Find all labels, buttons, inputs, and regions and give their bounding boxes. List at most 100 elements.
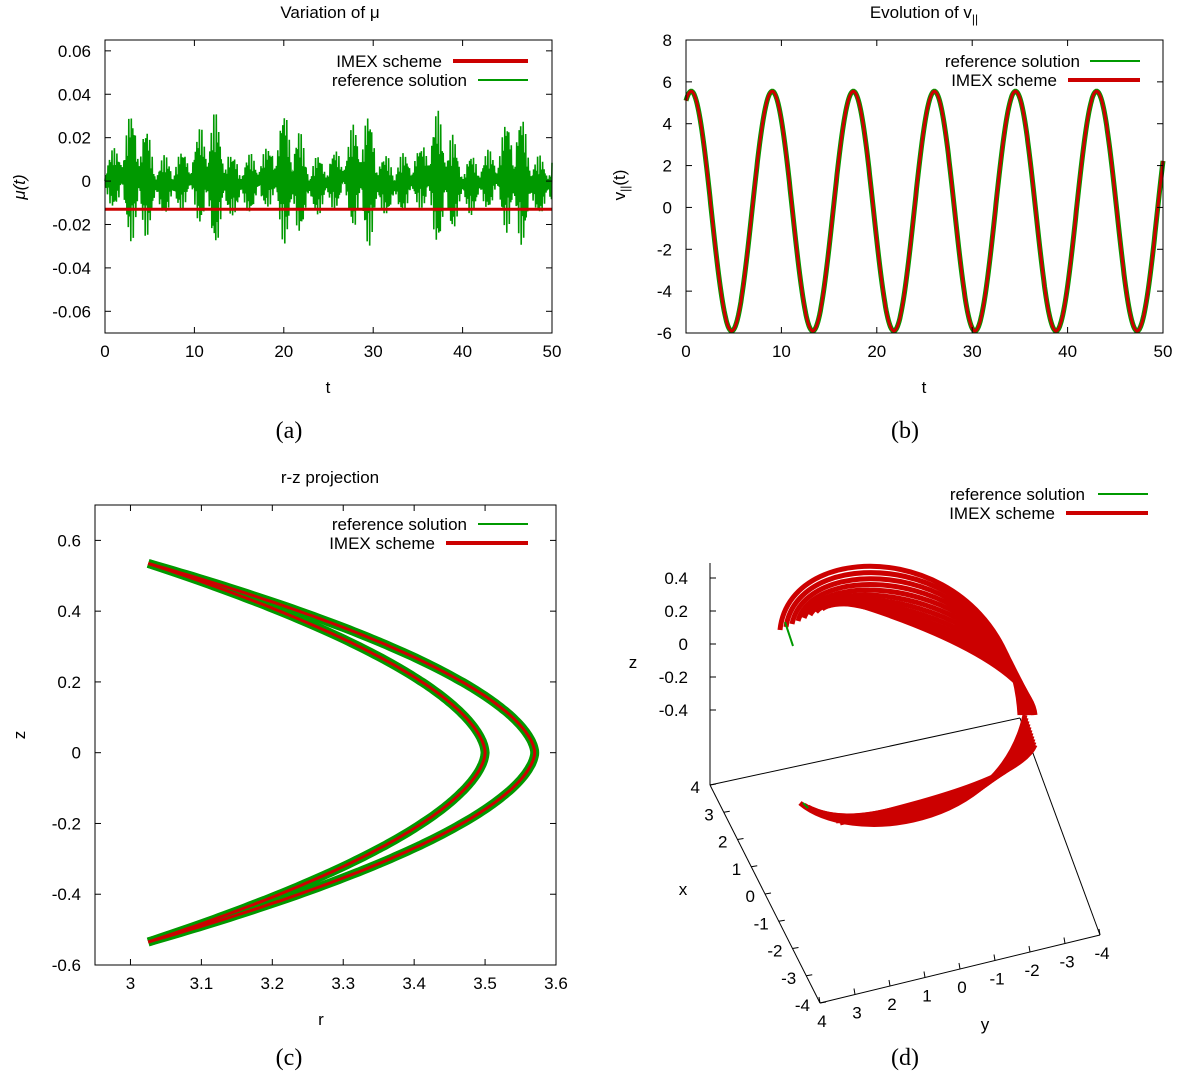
panel-b-xtick-label: 0 xyxy=(681,342,690,361)
panel-c-ytick-label: 0 xyxy=(72,744,81,763)
panel-b-ylabel: v||(t) xyxy=(610,170,632,201)
panel-d-ytick-mark xyxy=(958,962,961,970)
panel-d-xtick-mark xyxy=(819,1001,827,1004)
panel-d-xtick-mark xyxy=(778,919,785,922)
panel-a-ytick-label: -0.02 xyxy=(52,215,91,234)
panel-d-series-reference-start xyxy=(784,621,794,647)
panel-b-xlabel: t xyxy=(922,378,927,397)
panel-c-ytick-label: -0.6 xyxy=(52,956,81,975)
panel-a-xtick-label: 50 xyxy=(543,342,562,361)
panel-d-back-edge-right xyxy=(1019,717,1101,936)
panel-c-ylabel: z xyxy=(10,731,29,740)
panel-b-ytick-label: 4 xyxy=(663,115,672,134)
panel-c-frame xyxy=(94,504,557,966)
panel-a-series-reference xyxy=(104,110,553,246)
panel-d-ytick-label: 4 xyxy=(817,1012,826,1031)
panel-d-xtick-label: 4 xyxy=(691,778,700,797)
panel-b-title: Evolution of v|| xyxy=(870,3,978,26)
panel-b-ytick-label: -6 xyxy=(657,324,672,343)
panel-a-xlabel: t xyxy=(326,378,331,397)
panel-b-ylabel-main: v xyxy=(610,191,629,200)
panel-d-xlabel: x xyxy=(679,880,688,899)
panel-d-ztick-label: 0.2 xyxy=(664,602,688,621)
panel-a-frame xyxy=(104,39,553,334)
panel-c-title: r-z projection xyxy=(281,468,379,487)
panel-d-ztick-label: -0.4 xyxy=(659,701,688,720)
panel-a-caption: (a) xyxy=(276,418,303,444)
panel-d-ytick-label: 2 xyxy=(887,995,896,1014)
panel-d-legend-label-reference: reference solution xyxy=(950,485,1085,504)
panel-a-plot-area xyxy=(104,110,553,246)
panel-c-ytick-label: 0.4 xyxy=(57,602,81,621)
panel-d-series-imex-arc-upper xyxy=(839,597,1038,716)
panel-c-series-reference-outer xyxy=(146,559,540,947)
panel-a-title: Variation of μ xyxy=(280,3,379,22)
panel-a-xtick-label: 20 xyxy=(274,342,293,361)
panel-d-ytick-label: 0 xyxy=(957,978,966,997)
panel-c-legend-label-imex: IMEX scheme xyxy=(329,534,435,553)
panel-c-xtick-label: 3 xyxy=(126,974,135,993)
panel-d-xtick-label: -2 xyxy=(767,942,782,961)
panel-a-ylabel: μ(t) xyxy=(10,174,29,200)
panel-b-ytick-label: 2 xyxy=(663,157,672,176)
panel-d-ytick-label: -1 xyxy=(989,970,1004,989)
panel-d-xtick-mark xyxy=(709,783,717,786)
panel-b-xtick-label: 50 xyxy=(1154,342,1173,361)
panel-c-legend-label-reference: reference solution xyxy=(332,515,467,534)
panel-d-legend: reference solution IMEX scheme xyxy=(949,485,1148,523)
panel-d-zlabel: z xyxy=(629,653,638,672)
panel-d-xtick-mark xyxy=(723,810,730,813)
panel-c-ytick-label: -0.4 xyxy=(52,885,81,904)
panel-a: Variation of μ 0 10 20 30 40 50 -0.06 -0.04 -0.0… xyxy=(10,3,561,444)
panel-d-xtick-label: -1 xyxy=(754,914,769,933)
panel-a-xtick-label: 0 xyxy=(100,342,109,361)
panel-c-series-imex-outer xyxy=(147,561,537,944)
panel-b-xtick-label: 40 xyxy=(1058,342,1077,361)
panel-d-axes xyxy=(709,563,1101,1004)
panel-d-ytick-mark xyxy=(993,954,996,961)
panel-c: r-z projection 3 3.1 3.2 3.3 3.4 3.5 3.6 -0.6 -0… xyxy=(10,468,568,1071)
panel-c-xtick-label: 3.2 xyxy=(260,974,284,993)
panel-b-series-imex xyxy=(684,89,1165,333)
panel-d-ytick-mark xyxy=(1028,945,1031,953)
panel-d-ytick-label: -2 xyxy=(1024,961,1039,980)
panel-c-xtick-label: 3.4 xyxy=(402,974,426,993)
panel-b-xtick-label: 20 xyxy=(867,342,886,361)
panel-c-xtick-label: 3.1 xyxy=(190,974,214,993)
panel-d-xtick-mark xyxy=(751,865,758,868)
panel-c-legend: reference solution IMEX scheme xyxy=(329,515,528,553)
panel-d-ytick-mark xyxy=(1063,937,1066,944)
panel-d-xtick-label: -3 xyxy=(781,969,796,988)
panel-a-ytick-label: 0.06 xyxy=(58,42,91,61)
panel-a-ytick-label: -0.04 xyxy=(52,259,91,278)
panel-c-plot-area xyxy=(146,559,540,947)
panel-a-xtick-label: 10 xyxy=(185,342,204,361)
panel-d-ylabel: y xyxy=(981,1015,990,1034)
panel-d-ztick-label: 0.4 xyxy=(664,569,688,588)
panel-b-ylabel-suffix: (t) xyxy=(610,170,629,186)
panel-c-ticks: 3 3.1 3.2 3.3 3.4 3.5 3.6 -0.6 -0.4 -0.2 0 0.2 0.4 0.… xyxy=(52,505,568,993)
panel-d-xtick-label: 0 xyxy=(746,887,755,906)
panel-d-ztick-label: -0.2 xyxy=(659,668,688,687)
panel-d-ytick-mark xyxy=(923,971,926,978)
panel-d-xtick-mark xyxy=(792,947,799,949)
panel-d-ytick-label: 1 xyxy=(922,987,931,1006)
panel-d-series-reference-lower-start xyxy=(802,802,809,809)
panel-d-legend-label-imex: IMEX scheme xyxy=(949,504,1055,523)
panel-c-ytick-label: 0.6 xyxy=(57,531,81,550)
panel-d-ytick-label: -3 xyxy=(1059,953,1074,972)
panel-c-xtick-label: 3.3 xyxy=(331,974,355,993)
panel-c-xtick-label: 3.6 xyxy=(544,974,568,993)
panel-a-ytick-label: -0.06 xyxy=(52,302,91,321)
panel-a-ytick-label: 0.02 xyxy=(58,129,91,148)
panel-d-caption: (d) xyxy=(891,1045,919,1071)
panel-b-ytick-label: 8 xyxy=(663,31,672,50)
panel-b-ytick-label: 0 xyxy=(663,198,672,217)
panel-b-legend: reference solution IMEX scheme xyxy=(945,52,1140,90)
panel-b-legend-label-imex: IMEX scheme xyxy=(951,71,1057,90)
panel-b-legend-label-reference: reference solution xyxy=(945,52,1080,71)
panel-d-ytick-mark xyxy=(853,988,856,995)
panel-a-legend-label-reference: reference solution xyxy=(332,71,467,90)
panel-b-xtick-label: 30 xyxy=(963,342,982,361)
